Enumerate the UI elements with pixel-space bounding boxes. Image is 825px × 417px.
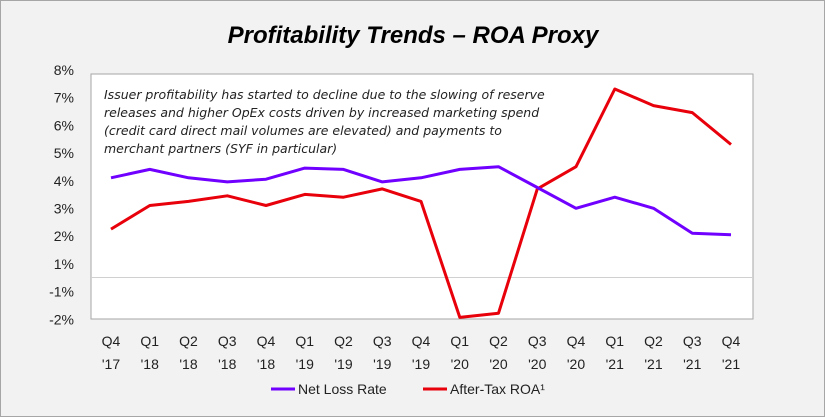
x-tick-label: Q4 bbox=[257, 333, 276, 349]
x-tick-label: '21 bbox=[722, 356, 740, 372]
x-tick-label: '19 bbox=[412, 356, 430, 372]
y-tick-label: 4% bbox=[54, 173, 74, 189]
x-tick-label: '19 bbox=[373, 356, 391, 372]
y-tick-label: 2% bbox=[54, 228, 74, 244]
y-tick-label: 8% bbox=[54, 62, 74, 78]
y-tick-label: 7% bbox=[54, 90, 74, 106]
x-tick-label: '18 bbox=[141, 356, 159, 372]
x-tick-label: '19 bbox=[296, 356, 314, 372]
x-tick-label: '21 bbox=[644, 356, 662, 372]
annotation-line: (credit card direct mail volumes are ele… bbox=[104, 123, 502, 138]
x-tick-label: Q4 bbox=[722, 333, 741, 349]
x-tick-label: '18 bbox=[218, 356, 236, 372]
x-tick-label: '21 bbox=[683, 356, 701, 372]
legend-label-net-loss-rate: Net Loss Rate bbox=[298, 381, 387, 397]
y-axis-ticks: 8% 7% 6% 5% 4% 3% 2% 1% -1% -2% bbox=[49, 62, 74, 327]
x-tick-label: '20 bbox=[567, 356, 585, 372]
x-tick-label: '19 bbox=[334, 356, 352, 372]
x-tick-label: Q2 bbox=[644, 333, 663, 349]
x-tick-label: Q3 bbox=[218, 333, 237, 349]
x-tick-label: '20 bbox=[528, 356, 546, 372]
y-tick-label: 1% bbox=[54, 256, 74, 272]
x-tick-label: '18 bbox=[179, 356, 197, 372]
x-tick-label: '20 bbox=[489, 356, 507, 372]
x-tick-label: Q1 bbox=[140, 333, 159, 349]
x-tick-label: '18 bbox=[257, 356, 275, 372]
x-tick-label: Q4 bbox=[567, 333, 586, 349]
x-tick-label: Q4 bbox=[412, 333, 431, 349]
annotation-line: releases and higher OpEx costs driven by… bbox=[104, 105, 539, 120]
x-tick-label: Q2 bbox=[179, 333, 198, 349]
x-tick-label: Q3 bbox=[373, 333, 392, 349]
y-tick-label: 5% bbox=[54, 145, 74, 161]
y-tick-label: 3% bbox=[54, 201, 74, 217]
legend-label-after-tax-roa: After-Tax ROA¹ bbox=[450, 381, 545, 397]
x-tick-label: Q3 bbox=[528, 333, 547, 349]
x-tick-label: Q2 bbox=[489, 333, 508, 349]
x-tick-label: '20 bbox=[451, 356, 469, 372]
x-tick-label: Q1 bbox=[295, 333, 314, 349]
x-tick-label: Q3 bbox=[683, 333, 702, 349]
annotation-line: merchant partners (SYF in particular) bbox=[104, 141, 337, 156]
y-tick-label: -1% bbox=[49, 284, 74, 300]
x-tick-label: Q2 bbox=[334, 333, 353, 349]
x-tick-label: '17 bbox=[102, 356, 120, 372]
legend: Net Loss Rate After-Tax ROA¹ bbox=[271, 381, 545, 397]
x-axis-ticks: Q4 '17 Q1 '18 Q2 '18 Q3 '18 Q4 '18 Q1 '19 Q2 '19 Q3 '19… bbox=[102, 333, 741, 372]
x-tick-label: Q1 bbox=[450, 333, 469, 349]
x-tick-label: Q1 bbox=[605, 333, 624, 349]
annotation-text: Issuer profitability has started to decl… bbox=[104, 87, 545, 156]
annotation-line: Issuer profitability has started to decl… bbox=[104, 87, 545, 102]
x-tick-label: Q4 bbox=[102, 333, 121, 349]
chart-title: Profitability Trends – ROA Proxy bbox=[228, 22, 600, 49]
y-tick-label: 6% bbox=[54, 117, 74, 133]
x-tick-label: '21 bbox=[606, 356, 624, 372]
series-group bbox=[110, 87, 732, 319]
y-tick-label: -2% bbox=[49, 311, 74, 327]
plot-area bbox=[90, 73, 754, 320]
